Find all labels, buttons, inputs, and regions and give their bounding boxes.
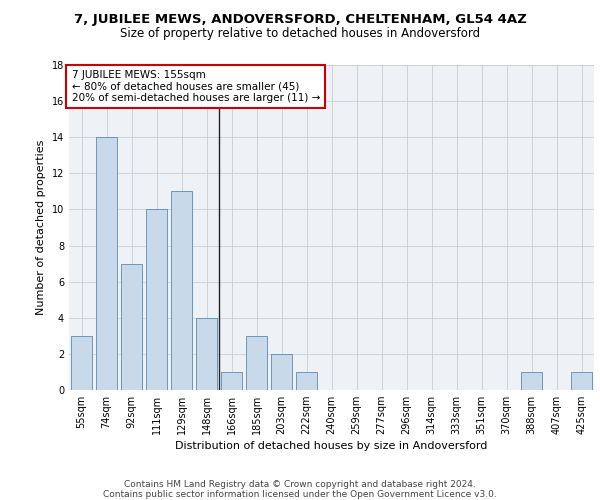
Bar: [146, 210, 167, 390]
Text: Contains public sector information licensed under the Open Government Licence v3: Contains public sector information licen…: [103, 490, 497, 499]
Bar: [71, 336, 92, 390]
Text: Contains HM Land Registry data © Crown copyright and database right 2024.: Contains HM Land Registry data © Crown c…: [124, 480, 476, 489]
Bar: [96, 137, 117, 390]
Text: 7, JUBILEE MEWS, ANDOVERSFORD, CHELTENHAM, GL54 4AZ: 7, JUBILEE MEWS, ANDOVERSFORD, CHELTENHA…: [74, 12, 526, 26]
Bar: [196, 318, 217, 390]
Bar: [271, 354, 292, 390]
Bar: [221, 372, 242, 390]
Bar: [171, 192, 192, 390]
Text: Size of property relative to detached houses in Andoversford: Size of property relative to detached ho…: [120, 28, 480, 40]
Y-axis label: Number of detached properties: Number of detached properties: [36, 140, 46, 315]
Bar: [296, 372, 317, 390]
Bar: [246, 336, 267, 390]
Text: 7 JUBILEE MEWS: 155sqm
← 80% of detached houses are smaller (45)
20% of semi-det: 7 JUBILEE MEWS: 155sqm ← 80% of detached…: [71, 70, 320, 103]
Bar: [521, 372, 542, 390]
Bar: [121, 264, 142, 390]
Bar: [571, 372, 592, 390]
X-axis label: Distribution of detached houses by size in Andoversford: Distribution of detached houses by size …: [175, 442, 488, 452]
